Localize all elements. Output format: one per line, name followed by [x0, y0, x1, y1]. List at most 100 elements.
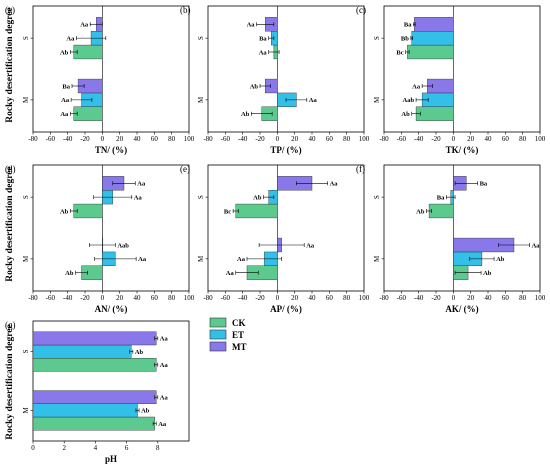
data-label: Ab [496, 256, 505, 263]
x-axis-label-a: TN/ (%) [95, 145, 127, 155]
y-category-label-d: S [22, 195, 30, 199]
x-tick-label-d: -60 [46, 294, 56, 302]
data-label: Aa [158, 421, 167, 428]
bar-ck [73, 106, 103, 121]
x-axis-label-b: TP/ (%) [270, 145, 301, 155]
x-tick-label-b: 40 [309, 135, 317, 143]
bar-et [32, 403, 138, 418]
x-tick-label-a: 40 [134, 135, 142, 143]
x-tick-label-e: -80 [203, 294, 213, 302]
data-label: Aa [137, 181, 146, 188]
data-label: Ba [480, 181, 488, 188]
data-label: Bc [396, 49, 403, 56]
panel-frame-d [32, 164, 190, 292]
y-category-label-c: S [373, 36, 381, 40]
x-tick-label-a: 60 [151, 135, 159, 143]
x-tick-label-g: 2 [62, 444, 66, 452]
panel-label-b: (b) [180, 5, 191, 15]
data-label: Ba [437, 194, 445, 201]
y-category-label-a: S [22, 36, 30, 40]
y-category-label-e: S [197, 195, 205, 199]
legend-label-et: ET [232, 330, 244, 340]
x-tick-label-c: 80 [519, 135, 527, 143]
x-tick-label-f: -20 [431, 294, 441, 302]
y-category-label-g: M [22, 407, 30, 414]
x-tick-label-f: -80 [379, 294, 389, 302]
data-label: Aa [412, 83, 421, 90]
x-tick-label-e: 0 [276, 294, 280, 302]
panel-frame-a [32, 5, 190, 133]
x-tick-label-f: 40 [485, 294, 493, 302]
panel-label-c: (c) [356, 5, 366, 15]
x-tick-label-d: -40 [63, 294, 73, 302]
x-tick-label-g: 0 [31, 444, 35, 452]
data-label: Bc [224, 208, 231, 215]
x-tick-label-c: 0 [452, 135, 456, 143]
bar-ck [32, 416, 155, 431]
panel-label-e: (e) [180, 164, 190, 174]
data-label: Aa [60, 111, 69, 118]
x-tick-label-a: 20 [116, 135, 124, 143]
bar-mt [414, 17, 454, 32]
data-label: Aa [306, 242, 315, 249]
x-tick-label-f: 20 [467, 294, 475, 302]
data-label: Aa [247, 22, 256, 29]
legend-swatch-mt [209, 341, 227, 352]
x-tick-label-b: -80 [203, 135, 213, 143]
y-category-label-a: M [22, 96, 30, 103]
x-tick-label-e: -40 [238, 294, 248, 302]
x-tick-label-f: 0 [452, 294, 456, 302]
x-tick-label-g: 8 [156, 444, 160, 452]
panel-label-f: (f) [356, 164, 365, 174]
y-axis-title-top: Rocky desertification degree [5, 7, 15, 122]
legend-swatch-ck [209, 317, 227, 328]
legend-label-ck: CK [232, 318, 246, 328]
panel-frame-e [207, 164, 365, 292]
data-label: Aa [160, 395, 169, 402]
legend-label-mt: MT [232, 342, 247, 352]
x-axis-label-c: TK/ (%) [446, 145, 479, 155]
panel-frame-c [383, 5, 541, 133]
data-label: Ba [62, 83, 70, 90]
x-tick-label-e: -20 [255, 294, 265, 302]
x-tick-label-e: 60 [326, 294, 334, 302]
y-category-label-g: S [22, 350, 30, 354]
x-tick-label-d: 40 [134, 294, 142, 302]
x-tick-label-c: -80 [379, 135, 389, 143]
x-tick-label-d: 60 [151, 294, 159, 302]
x-axis-label-e: AP/ (%) [270, 304, 302, 314]
data-label: Aa [532, 242, 541, 249]
bar-et [411, 31, 454, 46]
x-tick-label-f: -60 [397, 294, 407, 302]
bar-mt [32, 331, 157, 346]
bar-ck [235, 203, 278, 219]
x-tick-label-b: 0 [276, 135, 280, 143]
bar-et [32, 344, 132, 359]
panel-label-a: (a) [5, 5, 15, 15]
x-tick-label-b: 100 [359, 135, 370, 143]
data-label: Ab [416, 208, 425, 215]
x-tick-label-g: 4 [94, 444, 98, 452]
data-label: Ab [141, 408, 150, 415]
data-label: Aa [160, 336, 169, 343]
x-tick-label-a: 80 [168, 135, 176, 143]
x-tick-label-e: 100 [359, 294, 370, 302]
data-label: Aa [226, 270, 235, 277]
panel-frame-g [32, 320, 190, 442]
x-tick-label-b: -20 [255, 135, 265, 143]
y-category-label-b: S [197, 36, 205, 40]
data-label: Aa [309, 97, 318, 104]
x-axis-label-f: AK/ (%) [445, 304, 478, 314]
y-category-label-f: S [373, 195, 381, 199]
data-label: Ab [401, 111, 410, 118]
x-tick-label-a: -80 [28, 135, 38, 143]
x-tick-label-c: -20 [431, 135, 441, 143]
x-tick-label-a: -20 [80, 135, 90, 143]
bar-mt [32, 390, 157, 405]
x-tick-label-d: -80 [28, 294, 38, 302]
x-tick-label-b: -60 [221, 135, 231, 143]
bar-ck [415, 106, 454, 121]
x-tick-label-d: 20 [116, 294, 124, 302]
panel-label-d: (d) [5, 164, 16, 174]
data-label: Aa [80, 22, 89, 29]
